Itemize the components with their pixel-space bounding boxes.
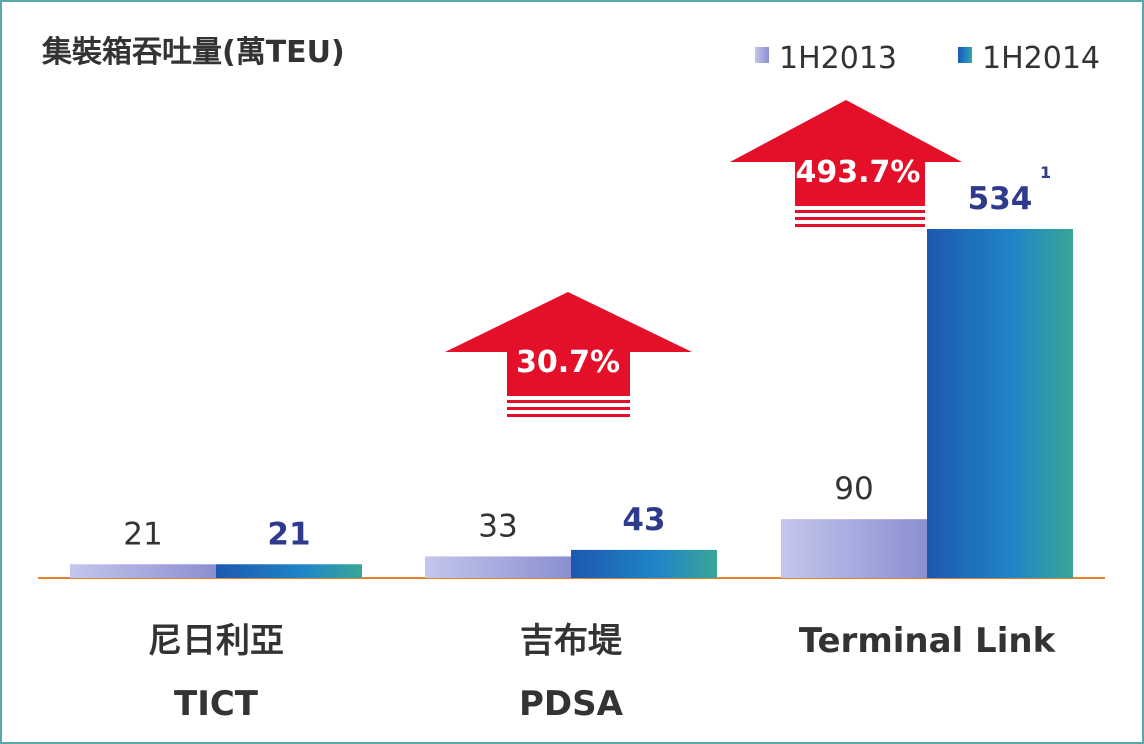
legend-swatch <box>958 47 972 63</box>
legend-swatch <box>755 47 769 63</box>
legend-label: 1H2013 <box>779 41 897 76</box>
category-label: 吉布堤 <box>520 621 623 661</box>
growth-arrow: 493.7% <box>730 100 962 227</box>
bar <box>216 564 362 578</box>
legend-label: 1H2014 <box>982 41 1100 76</box>
bar <box>927 229 1073 578</box>
value-label: 21 <box>267 516 310 552</box>
value-label: 33 <box>478 508 517 544</box>
legend: 1H2013 1H2014 <box>755 41 1100 76</box>
annotation: 30.7% <box>516 345 620 380</box>
category-label: TICT <box>174 684 259 724</box>
annotation: 493.7% <box>796 155 921 190</box>
value-label: 90 <box>834 471 873 507</box>
chart-title: 集裝箱吞吐量(萬TEU) <box>41 35 345 70</box>
bar <box>571 549 717 578</box>
bar <box>781 519 927 578</box>
value-label: 534 <box>968 181 1033 217</box>
category-label: 尼日利亞 <box>148 621 284 661</box>
bar <box>70 564 216 578</box>
growth-arrow: 30.7% <box>445 292 692 417</box>
bar <box>425 556 571 578</box>
value-label: 43 <box>622 502 665 538</box>
value-label: 21 <box>123 516 162 552</box>
category-label: Terminal Link <box>799 621 1057 661</box>
bars: 21 33 90 21 43 534 尼日利亞 TICT 吉布堤 PDSA Terminal Lin… <box>70 181 1073 724</box>
footnote-marker: 1 <box>1040 163 1051 182</box>
category-label: PDSA <box>519 684 624 724</box>
